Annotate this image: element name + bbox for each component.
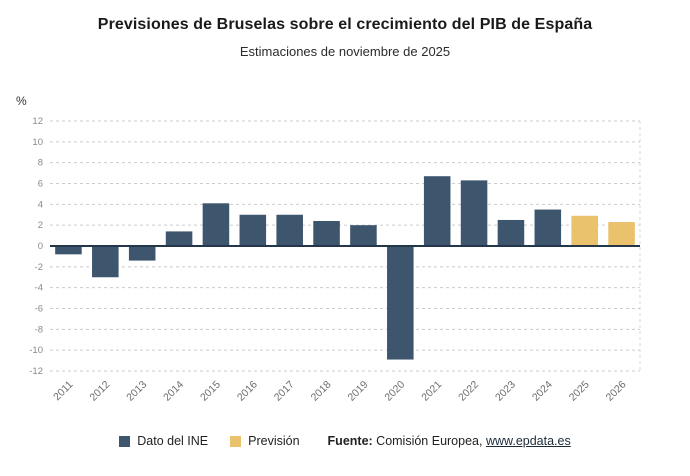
bar-2019[interactable]: [350, 225, 377, 246]
x-tick-label: 2012: [87, 379, 112, 404]
y-tick-label: -8: [35, 324, 43, 335]
legend-item-prevision: Previsión: [230, 434, 300, 448]
legend: Dato del INE Previsión: [119, 434, 300, 448]
y-tick-label: 0: [38, 241, 43, 252]
legend-swatch-prevision: [230, 435, 242, 447]
bar-2013[interactable]: [128, 246, 156, 261]
source-text: Comisión Europea,: [372, 434, 486, 448]
bar-2022[interactable]: [460, 180, 488, 246]
bar-2012[interactable]: [92, 246, 119, 278]
x-tick-label: 2015: [198, 379, 223, 404]
y-tick-label: 8: [38, 158, 43, 169]
y-tick-label: -10: [29, 345, 43, 356]
bar-2015[interactable]: [202, 203, 230, 246]
source-link[interactable]: www.epdata.es: [485, 434, 571, 448]
legend-label-prevision: Previsión: [248, 434, 300, 448]
legend-swatch-ine: [119, 435, 131, 447]
x-tick-label: 2016: [235, 379, 260, 404]
y-tick-label: -12: [29, 366, 43, 377]
y-tick-label: 2: [38, 220, 43, 231]
x-tick-label: 2020: [382, 379, 407, 404]
x-tick-label: 2014: [161, 379, 186, 404]
source: Fuente: Comisión Europea, www.epdata.es: [328, 434, 571, 448]
x-tick-label: 2026: [604, 379, 629, 404]
x-tick-label: 2018: [309, 379, 334, 404]
bar-chart-svg: -12 -10 -8 -6 -4 -2 0 2 4 6 8 10 12 2011 2012 2013 2014 2…: [29, 116, 641, 404]
y-tick-label: -6: [35, 304, 43, 315]
chart-area: -12 -10 -8 -6 -4 -2 0 2 4 6 8 10 12 2011 2012 2013 2014 2…: [14, 111, 674, 419]
y-tick-label: -2: [35, 262, 43, 273]
bar-2026[interactable]: [608, 222, 635, 246]
y-tick-label: -4: [35, 283, 43, 294]
bar-2017[interactable]: [276, 214, 303, 246]
bar-2016[interactable]: [239, 214, 267, 246]
source-label: Fuente:: [327, 434, 373, 448]
y-axis-unit-label: %: [16, 94, 27, 108]
x-tick-label: 2017: [272, 379, 297, 404]
x-tick-label: 2011: [51, 379, 76, 404]
x-tick-label: 2013: [124, 379, 149, 404]
y-tick-label: 12: [32, 116, 43, 127]
y-tick-label: 4: [38, 199, 43, 210]
bar-2014[interactable]: [165, 231, 193, 246]
x-tick-label: 2024: [530, 379, 555, 404]
y-tick-label: 10: [32, 137, 43, 148]
page-title: Previsiones de Bruselas sobre el crecimi…: [97, 16, 593, 33]
bar-2024[interactable]: [534, 209, 562, 246]
x-tick-label: 2023: [493, 379, 518, 404]
bar-2020[interactable]: [387, 246, 414, 360]
bar-2025[interactable]: [571, 215, 598, 246]
x-tick-label: 2019: [346, 379, 371, 404]
page-subtitle: Estimaciones de noviembre de 2025: [239, 44, 451, 59]
legend-item-ine: Dato del INE: [119, 434, 208, 448]
x-tick-label: 2021: [419, 379, 444, 404]
y-tick-label: 6: [38, 179, 43, 190]
legend-and-source: Dato del INE Previsión Fuente: Comisión …: [0, 434, 690, 448]
bar-2021[interactable]: [423, 176, 451, 246]
bar-2011[interactable]: [55, 246, 82, 255]
x-tick-label: 2022: [456, 379, 481, 404]
x-tick-label: 2025: [567, 379, 592, 404]
bar-2018[interactable]: [313, 221, 340, 246]
bar-2023[interactable]: [497, 219, 525, 246]
legend-label-ine: Dato del INE: [137, 434, 209, 448]
